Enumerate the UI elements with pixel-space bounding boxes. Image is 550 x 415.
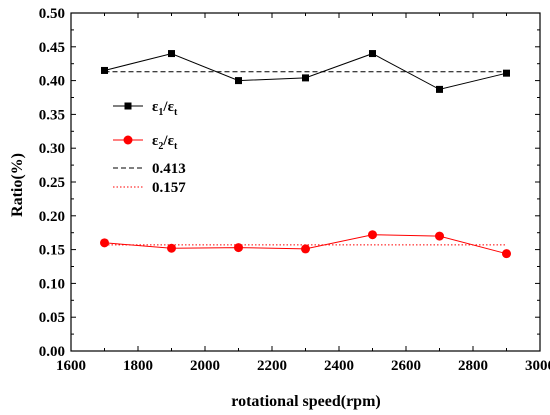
- data-point-square: [302, 74, 309, 82]
- data-point-circle: [368, 230, 377, 240]
- y-axis-title: Ratio(%): [9, 153, 26, 217]
- data-point-square: [235, 77, 242, 85]
- x-tick-label: 2000: [190, 358, 220, 374]
- x-tick-label: 2200: [257, 358, 287, 374]
- y-tick-label: 0.05: [39, 310, 65, 326]
- data-point-circle: [435, 231, 444, 241]
- x-tick-label: 2600: [391, 358, 421, 374]
- data-point-circle: [301, 244, 310, 254]
- x-tick-label: 2800: [458, 358, 488, 374]
- data-point-square: [503, 69, 510, 77]
- y-tick-label: 0.30: [39, 141, 65, 157]
- legend-label: 0.157: [152, 180, 186, 196]
- data-point-circle: [167, 243, 176, 253]
- data-point-square: [101, 66, 108, 74]
- y-tick-label: 0.35: [39, 107, 65, 123]
- y-tick-label: 0.15: [39, 243, 65, 259]
- y-tick-label: 0.40: [39, 74, 65, 90]
- plot-marks: [100, 50, 511, 259]
- data-point-circle: [100, 238, 109, 248]
- y-tick-label: 0.45: [39, 40, 65, 56]
- legend-label: 0.413: [152, 161, 186, 177]
- data-point-circle: [234, 243, 243, 253]
- legend-label: ε2/εt: [152, 133, 178, 152]
- y-tick-label: 0.50: [39, 6, 65, 22]
- legend: ε1/εt ε2/εt 0.413 0.157: [113, 99, 186, 196]
- legend-marker-circle: [123, 135, 133, 145]
- plot-frame: [70, 12, 541, 352]
- x-axis-title: rotational speed(rpm): [231, 393, 380, 410]
- data-point-square: [436, 85, 443, 93]
- legend-marker-square: [124, 102, 132, 110]
- data-point-square: [168, 50, 175, 58]
- y-tick-label: 0.00: [39, 344, 65, 360]
- y-tick-label: 0.20: [39, 209, 65, 225]
- x-tick-label: 2400: [324, 358, 354, 374]
- legend-label: ε1/εt: [152, 99, 178, 118]
- data-point-square: [369, 50, 376, 58]
- x-tick-label: 1800: [123, 358, 153, 374]
- x-tick-label: 1600: [56, 358, 86, 374]
- y-tick-label: 0.10: [39, 276, 65, 292]
- data-point-circle: [502, 249, 511, 259]
- y-tick-label: 0.25: [39, 175, 65, 191]
